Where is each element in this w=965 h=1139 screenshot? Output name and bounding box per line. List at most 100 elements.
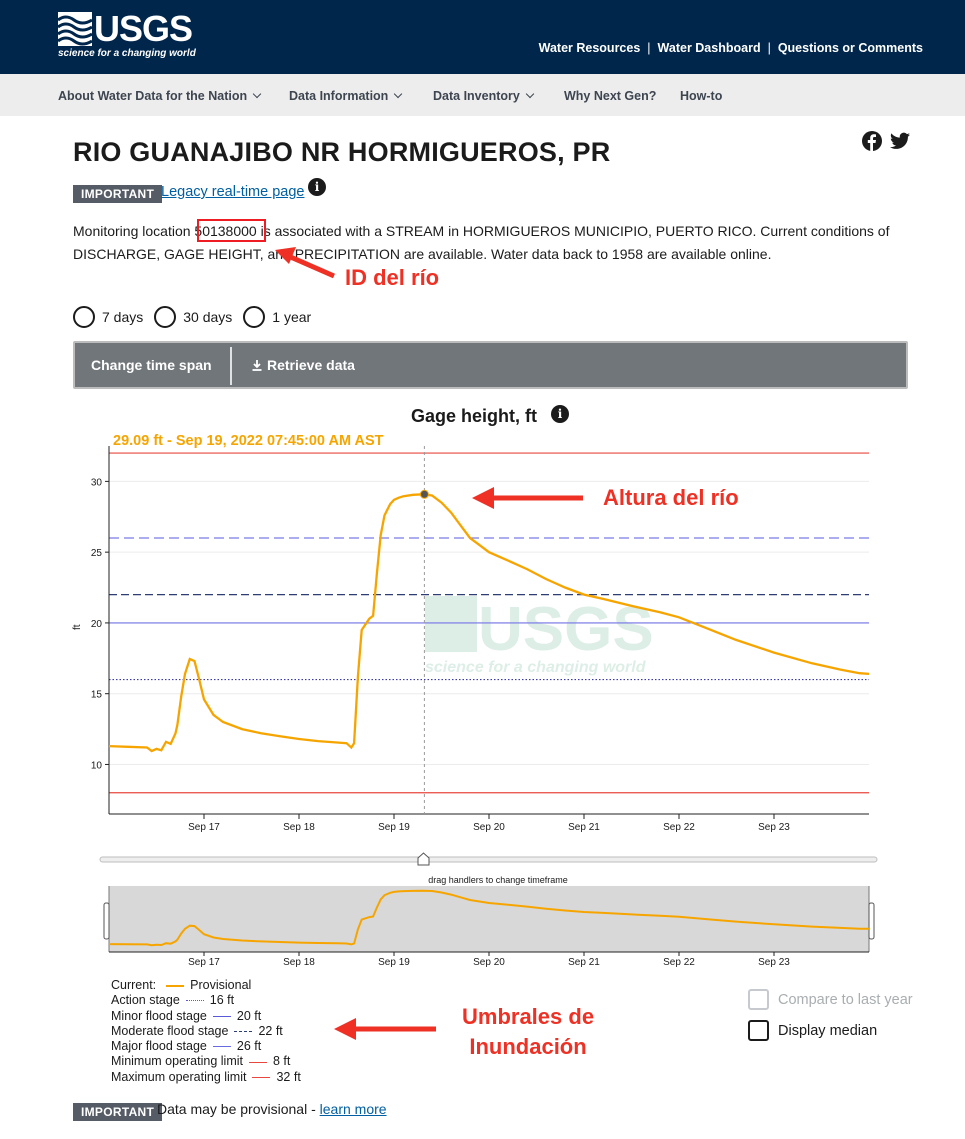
legend-swatch-op-min xyxy=(248,1061,267,1063)
brush-x-tick-label: Sep 23 xyxy=(758,957,790,968)
action-bar: Change time span Retrieve data xyxy=(73,341,908,389)
x-tick-label: Sep 19 xyxy=(378,822,410,833)
download-icon xyxy=(252,360,262,371)
site-description: Monitoring location 50138000 is associat… xyxy=(73,220,893,266)
site-id-highlight-box xyxy=(197,219,266,242)
brush-handle-right[interactable] xyxy=(868,902,875,940)
chart-info-icon[interactable]: i xyxy=(551,405,569,423)
radio-label: 1 year xyxy=(272,309,312,325)
legend-current-label: Current: xyxy=(111,978,157,992)
usgs-logo[interactable]: USGS science for a changing world xyxy=(58,9,196,60)
brush-handle-left[interactable] xyxy=(103,902,110,940)
arrow-to-river-height xyxy=(472,487,583,509)
brush-x-axis: Sep 17 Sep 18 Sep 19 Sep 20 Sep 21 Sep 22 Sep … xyxy=(109,951,869,968)
legend-moderate-flood: Moderate flood stage 22 ft xyxy=(111,1024,301,1039)
usgs-wave-icon xyxy=(58,12,92,46)
legend-swatch-dashed xyxy=(212,1046,231,1048)
timeframe-brush[interactable]: drag handlers to change timeframe Sep 17… xyxy=(0,845,965,975)
checkbox-box[interactable] xyxy=(748,1020,769,1041)
info-icon[interactable]: i xyxy=(308,178,326,196)
annotation-river-height: Altura del río xyxy=(603,485,739,510)
radio-1-year[interactable]: 1 year xyxy=(243,306,311,328)
legend-major-flood: Major flood stage 26 ft xyxy=(111,1039,301,1054)
radio-label: 30 days xyxy=(183,309,233,325)
footer-important-badge: IMPORTANT xyxy=(73,1103,163,1121)
legend-label: Action stage xyxy=(111,993,180,1008)
chart-legend: Current: Provisional Action stage 16 ft … xyxy=(111,978,301,1085)
radio-circle[interactable] xyxy=(154,306,177,328)
brush-x-tick-label: Sep 20 xyxy=(473,957,505,968)
nav-label: Data Information xyxy=(289,89,389,103)
annotation-line: Inundación xyxy=(469,1034,587,1059)
radio-circle[interactable] xyxy=(243,306,266,328)
legend-value: 26 ft xyxy=(236,1039,262,1054)
legend-swatch-dotted xyxy=(185,1000,204,1002)
legend-max-operating: Maximum operating limit 32 ft xyxy=(111,1070,301,1085)
brush-x-tick-label: Sep 17 xyxy=(188,957,220,968)
main-nav: About Water Data for the Nation Data Inf… xyxy=(0,74,965,116)
x-tick-label: Sep 18 xyxy=(283,822,315,833)
watermark-wordmark: USGS xyxy=(478,595,654,664)
water-resources-link[interactable]: Water Resources xyxy=(538,41,641,55)
x-tick-label: Sep 23 xyxy=(758,822,790,833)
y-tick-label: 25 xyxy=(91,548,103,559)
annotation-line: Umbrales de xyxy=(462,1004,595,1029)
twitter-icon[interactable] xyxy=(890,131,910,151)
annotation-river-id: ID del río xyxy=(345,265,440,290)
legend-value: 16 ft xyxy=(209,993,235,1008)
nav-label: Why Next Gen? xyxy=(564,89,657,103)
nav-why-next-gen[interactable]: Why Next Gen? xyxy=(564,89,656,103)
description-prefix: Monitoring location xyxy=(73,223,195,239)
y-tick-label: 20 xyxy=(91,619,103,630)
legacy-realtime-link[interactable]: Legacy real-time page xyxy=(161,184,305,200)
legend-swatch-dashed-dark xyxy=(234,1031,253,1033)
legend-label: Minimum operating limit xyxy=(111,1054,243,1069)
water-dashboard-link[interactable]: Water Dashboard xyxy=(657,41,761,55)
legend-minor-flood: Minor flood stage 20 ft xyxy=(111,1009,301,1024)
important-badge: IMPORTANT xyxy=(73,185,163,203)
hover-cursor-point xyxy=(419,489,429,499)
logo-tagline: science for a changing world xyxy=(58,48,196,59)
nav-label: Data Inventory xyxy=(433,89,520,103)
nav-label: How-to xyxy=(680,89,723,103)
legend-value: 22 ft xyxy=(258,1023,283,1038)
legend-swatch-provisional xyxy=(166,984,185,987)
legend-swatch-solid xyxy=(212,1015,231,1017)
learn-more-link[interactable]: learn more xyxy=(319,1101,387,1117)
chart-options: Compare to last year Display median xyxy=(748,984,913,1046)
radio-30-days[interactable]: 30 days xyxy=(154,306,232,328)
radio-label: 7 days xyxy=(102,309,144,325)
brush-x-tick-label: Sep 22 xyxy=(663,957,695,968)
nav-how-to[interactable]: How-to xyxy=(680,89,722,103)
x-tick-label: Sep 17 xyxy=(188,822,220,833)
brush-slider-track[interactable] xyxy=(99,856,878,863)
nav-data-inventory[interactable]: Data Inventory xyxy=(433,89,535,103)
change-time-span-button[interactable]: Change time span xyxy=(91,357,212,373)
nav-about-water-data[interactable]: About Water Data for the Nation xyxy=(58,89,262,103)
annotation-flood-thresholds: Umbrales de Inundación xyxy=(462,1002,594,1062)
gage-height-chart[interactable]: USGS science for a changing world 10 15 20… xyxy=(0,440,965,840)
brush-selection[interactable] xyxy=(109,886,869,952)
action-divider xyxy=(230,347,232,385)
retrieve-data-label: Retrieve data xyxy=(267,357,355,373)
brush-x-tick-label: Sep 18 xyxy=(283,957,315,968)
brush-x-tick-label: Sep 21 xyxy=(568,957,600,968)
provisional-text: Data may be provisional - xyxy=(157,1101,320,1117)
radio-7-days[interactable]: 7 days xyxy=(73,306,143,328)
questions-comments-link[interactable]: Questions or Comments xyxy=(777,41,923,55)
retrieve-data-button[interactable]: Retrieve data xyxy=(251,343,355,387)
checkbox-box[interactable] xyxy=(748,989,769,1010)
threshold-lines xyxy=(109,452,869,794)
radio-circle[interactable] xyxy=(73,306,95,328)
display-median-checkbox[interactable]: Display median xyxy=(748,1015,913,1046)
legend-action-stage: Action stage 16 ft xyxy=(111,993,301,1008)
time-span-options: 7 days 30 days 1 year xyxy=(73,306,322,328)
legend-value: 8 ft xyxy=(272,1054,291,1069)
brush-slider-thumb[interactable] xyxy=(417,852,430,866)
compare-last-year-checkbox[interactable]: Compare to last year xyxy=(748,984,913,1015)
legend-swatch-op-max xyxy=(252,1076,271,1078)
facebook-icon[interactable] xyxy=(862,131,882,151)
nav-data-information[interactable]: Data Information xyxy=(289,89,403,103)
legend-label: Moderate flood stage xyxy=(111,1023,229,1038)
